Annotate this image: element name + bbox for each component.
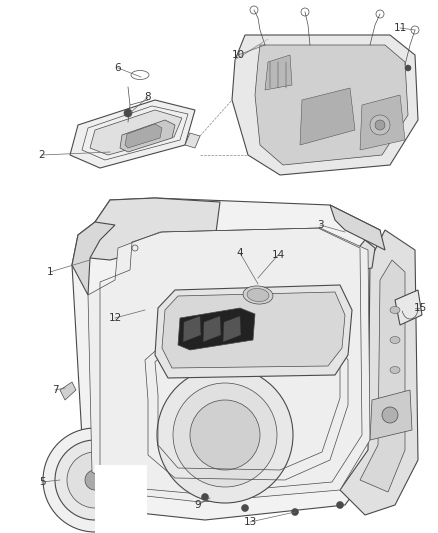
Circle shape <box>67 452 123 508</box>
Polygon shape <box>330 205 385 250</box>
Ellipse shape <box>390 397 400 403</box>
Polygon shape <box>360 260 405 492</box>
Circle shape <box>43 428 147 532</box>
Circle shape <box>382 407 398 423</box>
Circle shape <box>190 400 260 470</box>
Polygon shape <box>120 120 175 152</box>
Polygon shape <box>185 133 200 148</box>
Text: 2: 2 <box>39 150 45 160</box>
Circle shape <box>292 508 299 515</box>
Text: 7: 7 <box>52 385 58 395</box>
Polygon shape <box>72 222 115 295</box>
Polygon shape <box>300 88 355 145</box>
Circle shape <box>241 505 248 512</box>
Polygon shape <box>183 316 201 342</box>
Polygon shape <box>255 45 408 165</box>
Ellipse shape <box>131 70 149 79</box>
Polygon shape <box>95 465 147 533</box>
Text: 11: 11 <box>393 23 406 33</box>
Polygon shape <box>70 100 195 168</box>
Polygon shape <box>395 290 422 325</box>
Circle shape <box>375 120 385 130</box>
Polygon shape <box>60 382 76 400</box>
Polygon shape <box>223 316 241 342</box>
Text: 14: 14 <box>272 250 285 260</box>
Circle shape <box>157 367 293 503</box>
Polygon shape <box>155 285 352 378</box>
Circle shape <box>173 383 277 487</box>
Polygon shape <box>360 95 405 150</box>
Text: 9: 9 <box>194 500 201 510</box>
Text: 4: 4 <box>237 248 244 258</box>
Ellipse shape <box>247 288 269 302</box>
Polygon shape <box>370 390 412 440</box>
Circle shape <box>201 494 208 500</box>
Polygon shape <box>232 35 418 175</box>
Polygon shape <box>178 308 255 350</box>
Circle shape <box>124 109 132 117</box>
Text: 5: 5 <box>39 477 45 487</box>
Polygon shape <box>162 292 345 368</box>
Polygon shape <box>340 230 418 515</box>
Ellipse shape <box>390 367 400 374</box>
Circle shape <box>55 440 135 520</box>
Polygon shape <box>88 228 370 502</box>
Polygon shape <box>125 124 162 148</box>
Ellipse shape <box>243 286 273 304</box>
Text: 8: 8 <box>145 92 151 102</box>
Polygon shape <box>90 110 182 155</box>
Circle shape <box>405 65 411 71</box>
Text: 6: 6 <box>115 63 121 73</box>
Polygon shape <box>203 316 221 342</box>
Text: 12: 12 <box>108 313 122 323</box>
Text: 1: 1 <box>47 267 53 277</box>
Polygon shape <box>90 198 220 260</box>
Text: 13: 13 <box>244 517 257 527</box>
Polygon shape <box>72 198 385 520</box>
Circle shape <box>370 115 390 135</box>
Ellipse shape <box>390 336 400 343</box>
Ellipse shape <box>390 306 400 313</box>
Circle shape <box>85 470 105 490</box>
Circle shape <box>336 502 343 508</box>
Polygon shape <box>355 240 375 270</box>
Text: 3: 3 <box>317 220 323 230</box>
Polygon shape <box>265 55 292 90</box>
Text: 10: 10 <box>231 50 244 60</box>
Text: 15: 15 <box>413 303 427 313</box>
